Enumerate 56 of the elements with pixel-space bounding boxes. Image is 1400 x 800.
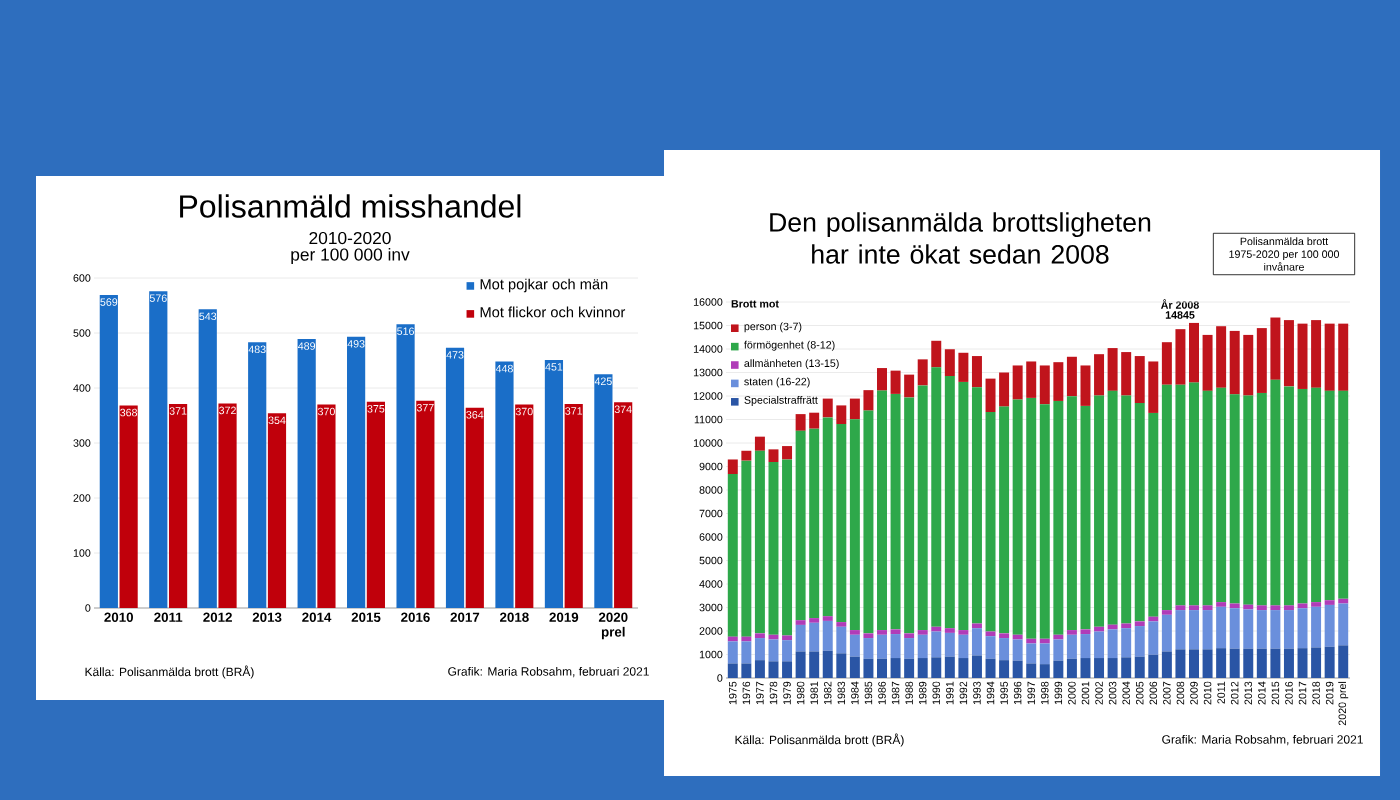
bar: [99, 295, 118, 609]
bar: [515, 404, 534, 609]
bar: [1175, 605, 1186, 611]
bar: [564, 403, 583, 609]
bar: [877, 368, 887, 391]
bar: [465, 407, 484, 609]
bar: [782, 459, 793, 636]
bar: [1283, 610, 1294, 649]
bar: [877, 658, 887, 679]
bar: [218, 403, 237, 609]
bar: [317, 404, 336, 609]
bar: [1189, 382, 1199, 606]
bar: [971, 623, 982, 629]
bar: [366, 401, 385, 609]
bar: [1189, 605, 1199, 611]
text: per 100 000 inv: [291, 247, 410, 265]
bar: [544, 359, 564, 609]
bar: [198, 309, 217, 609]
bar: [1283, 648, 1294, 679]
bar: [782, 446, 793, 460]
bar: [1094, 354, 1105, 396]
bar: [248, 342, 267, 609]
bar: [396, 324, 415, 609]
bar: [416, 400, 435, 609]
bar: [971, 655, 982, 679]
bar: [445, 347, 465, 609]
bar: [119, 405, 138, 609]
bar: [971, 356, 982, 388]
bar: [971, 387, 982, 624]
bar: [347, 336, 366, 609]
bar: [495, 361, 514, 609]
bar: [782, 635, 793, 641]
chart-title: Polisanmäld misshandel: [180, 194, 521, 218]
bar: [1283, 320, 1294, 387]
bar: [1189, 322, 1199, 383]
bar: [877, 390, 887, 631]
bar: [168, 403, 188, 609]
bar: [1094, 395, 1105, 627]
bar: [297, 339, 316, 609]
bar: [971, 628, 982, 656]
bar: [594, 374, 613, 609]
bar: [1094, 658, 1105, 679]
bar: [1283, 605, 1294, 611]
bar: [1189, 610, 1199, 650]
bar: [1134, 621, 1145, 627]
bar: [149, 291, 168, 609]
bar: [614, 402, 633, 609]
chart-subtitle: 2010-2020: [309, 231, 391, 245]
bar: [1283, 386, 1294, 606]
bar: [1094, 631, 1105, 659]
bar: [782, 661, 793, 679]
bar: [1189, 649, 1199, 679]
chart-title: Den polisanmälda brottsligheten har inte ökat sedan 2008: [770, 212, 1151, 264]
bar: [782, 640, 793, 662]
bar: [267, 413, 287, 609]
bar: [877, 634, 887, 659]
